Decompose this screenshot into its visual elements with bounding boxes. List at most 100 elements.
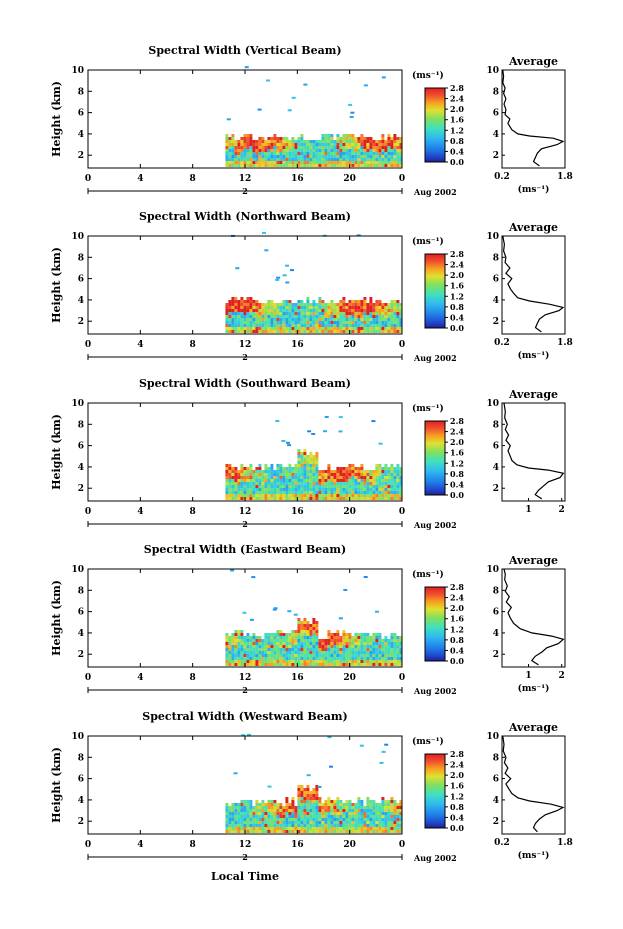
- heatmap-cell: [369, 488, 373, 491]
- heatmap-cell: [282, 491, 286, 494]
- heatmap-cell: [372, 639, 376, 642]
- panel-title: Spectral Width (Southward Beam): [139, 377, 351, 390]
- heatmap-cell: [363, 306, 367, 309]
- heatmap-cell: [378, 660, 382, 663]
- colorbar-tick-label: 0.4: [450, 312, 464, 322]
- heatmap-cell: [372, 660, 376, 663]
- heatmap-cell: [399, 140, 403, 143]
- heatmap-cell: [240, 467, 244, 470]
- heatmap-cell: [366, 815, 370, 818]
- heatmap-cell: [234, 297, 238, 300]
- heatmap-cell: [366, 812, 370, 815]
- heatmap-cell: [369, 482, 373, 485]
- heatmap-cell: [240, 633, 244, 636]
- heatmap-cell: [369, 300, 373, 303]
- y-tick-label: 10: [71, 732, 84, 742]
- heatmap-cell: [234, 636, 238, 639]
- heatmap-cell: [264, 494, 268, 497]
- heatmap-cell: [276, 818, 280, 821]
- heatmap-cell: [246, 642, 250, 645]
- heatmap-cell: [348, 152, 352, 155]
- heatmap-cell: [330, 300, 334, 303]
- heatmap-cell: [306, 815, 310, 818]
- heatmap-cell: [294, 152, 298, 155]
- heatmap-cell: [300, 470, 304, 473]
- heatmap-cell: [291, 137, 295, 140]
- heatmap-cell: [303, 321, 307, 324]
- heatmap-cell: [354, 306, 358, 309]
- heatmap-cell: [327, 491, 331, 494]
- heatmap-cell: [231, 663, 235, 666]
- heatmap-cell: [251, 576, 256, 579]
- heatmap-cell: [369, 800, 373, 803]
- heatmap-cell: [372, 651, 376, 654]
- heatmap-cell: [258, 654, 262, 657]
- heatmap-cell: [399, 476, 403, 479]
- heatmap-cell: [315, 827, 319, 830]
- heatmap-cell: [291, 636, 295, 639]
- heatmap-cell: [237, 149, 241, 152]
- heatmap-cell: [237, 476, 241, 479]
- heatmap-cell: [318, 485, 322, 488]
- heatmap-cell: [354, 657, 358, 660]
- heatmap-cell: [399, 648, 403, 651]
- heatmap-cell: [246, 306, 250, 309]
- heatmap-cell: [363, 660, 367, 663]
- heatmap-cell: [243, 473, 247, 476]
- heatmap-cell: [390, 663, 394, 666]
- heatmap-cell: [270, 809, 274, 812]
- heatmap-cell: [342, 803, 346, 806]
- heatmap-cell: [273, 321, 277, 324]
- heatmap-cell: [240, 800, 244, 803]
- heatmap-cell: [342, 494, 346, 497]
- heatmap-cell: [249, 815, 253, 818]
- heatmap-cell: [366, 321, 370, 324]
- heatmap-cell: [279, 303, 283, 306]
- heatmap-cell: [291, 161, 295, 164]
- heatmap-cell: [351, 815, 355, 818]
- heatmap-cell: [288, 300, 292, 303]
- heatmap-cell: [378, 330, 382, 333]
- heatmap-cell: [348, 800, 352, 803]
- heatmap-cell: [225, 657, 229, 660]
- heatmap-cell: [288, 330, 292, 333]
- heatmap-cell: [288, 155, 292, 158]
- heatmap-cell: [351, 482, 355, 485]
- heatmap-cell: [234, 473, 238, 476]
- heatmap-cell: [336, 657, 340, 660]
- profile-y-tick-label: 6: [493, 275, 499, 285]
- heatmap-cell: [357, 821, 361, 824]
- heatmap-cell: [399, 830, 403, 833]
- heatmap-cell: [390, 146, 394, 149]
- heatmap-cell: [312, 161, 316, 164]
- heatmap-cell: [318, 815, 322, 818]
- heatmap-cell: [318, 824, 322, 827]
- heatmap-cell: [231, 648, 235, 651]
- heatmap-cell: [282, 663, 286, 666]
- heatmap-cell: [315, 654, 319, 657]
- heatmap-cell: [393, 309, 397, 312]
- heatmap-cell: [327, 485, 331, 488]
- heatmap-cell: [246, 467, 250, 470]
- heatmap-cell: [273, 821, 277, 824]
- heatmap-cell: [294, 306, 298, 309]
- heatmap-cell: [354, 300, 358, 303]
- heatmap-cell: [273, 639, 277, 642]
- heatmap-cell: [348, 134, 352, 137]
- heatmap-cell: [282, 161, 286, 164]
- heatmap-cell: [351, 164, 355, 167]
- heatmap-cell: [225, 648, 229, 651]
- heatmap-cell: [345, 479, 349, 482]
- heatmap-cell: [396, 651, 400, 654]
- heatmap-cell: [294, 491, 298, 494]
- heatmap-cell: [333, 633, 337, 636]
- heatmap-cell: [297, 806, 301, 809]
- heatmap-cell: [384, 161, 388, 164]
- heatmap-cell: [255, 809, 259, 812]
- heatmap-cell: [297, 321, 301, 324]
- heatmap-cell: [249, 143, 253, 146]
- heatmap-cell: [330, 303, 334, 306]
- profile-y-tick-label: 4: [493, 463, 499, 473]
- heatmap-cell: [345, 315, 349, 318]
- heatmap-cell: [303, 630, 307, 633]
